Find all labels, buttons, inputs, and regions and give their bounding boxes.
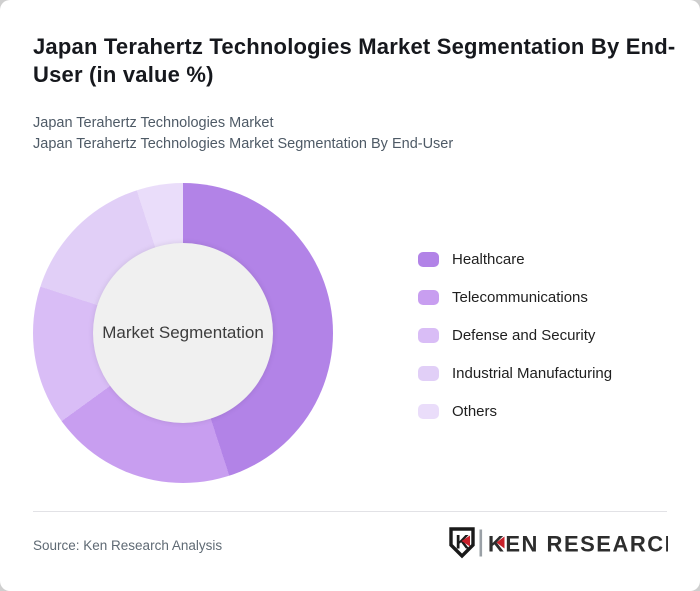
subtitle-segmentation: Japan Terahertz Technologies Market Segm… [33, 136, 454, 152]
legend-swatch [418, 365, 439, 381]
logo-wordmark-triangle-icon [496, 536, 505, 549]
donut-center: Market Segmentation [93, 243, 273, 423]
subtitle-block: Japan Terahertz Technologies Market Japa… [33, 113, 453, 155]
legend-swatch [418, 251, 439, 267]
donut-center-label: Market Segmentation [102, 323, 264, 342]
ken-research-logo-graphic: K KEN RESEARCH [449, 527, 668, 559]
logo-wordmark: KEN RESEARCH [488, 532, 668, 557]
chart-legend: Healthcare Telecommunications Defense an… [418, 250, 613, 420]
legend-swatch [418, 403, 439, 419]
page-title: Japan Terahertz Technologies Market Segm… [33, 34, 676, 87]
legend-item[interactable]: Others [418, 402, 612, 420]
legend-item[interactable]: Industrial Manufacturing [418, 364, 613, 382]
legend-label: Telecommunications [452, 288, 588, 306]
legend-label: Others [452, 402, 498, 420]
subtitle-market: Japan Terahertz Technologies Market [33, 115, 274, 131]
logo-shield-letter: K [456, 533, 470, 554]
donut-chart[interactable]: Market Segmentation [33, 183, 333, 483]
logo-separator [479, 529, 483, 557]
legend-item[interactable]: Healthcare [418, 250, 612, 268]
legend-label: Defense and Security [452, 326, 596, 344]
source-text: Source: Ken Research Analysis [33, 538, 223, 553]
legend-item[interactable]: Defense and Security [418, 326, 612, 344]
ken-research-logo: K KEN RESEARCH [448, 526, 668, 560]
legend-swatch [418, 289, 439, 305]
logo-shield-triangle-icon [461, 535, 470, 547]
legend-swatch [418, 327, 439, 343]
logo-shield-icon [449, 527, 475, 559]
legend-item[interactable]: Telecommunications [418, 288, 612, 306]
legend-label: Industrial Manufacturing [452, 364, 613, 382]
legend-label: Healthcare [452, 250, 525, 268]
footer-divider [33, 511, 667, 512]
